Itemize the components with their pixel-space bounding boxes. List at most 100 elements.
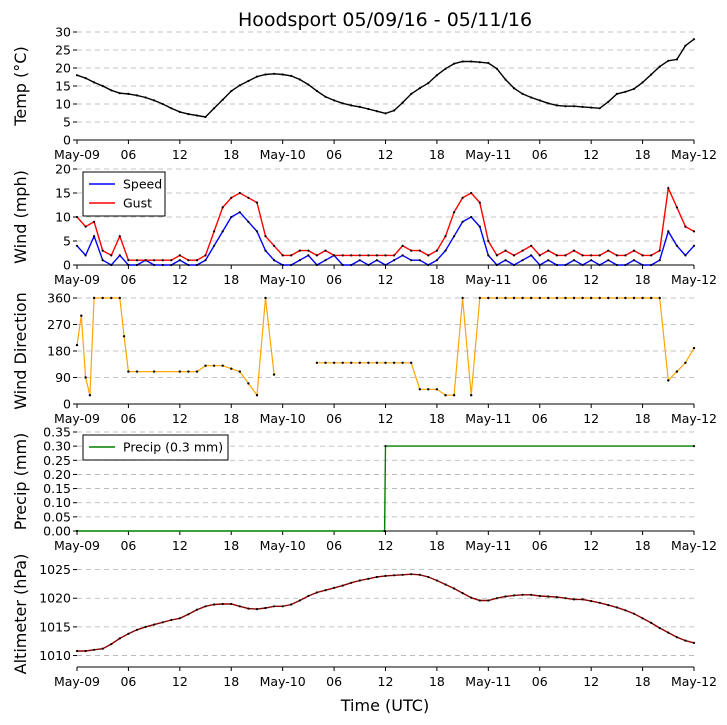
data-point — [127, 632, 130, 635]
data-point — [93, 235, 96, 238]
data-point — [590, 106, 593, 109]
x-tick-label: 18 — [223, 674, 239, 689]
data-point — [487, 61, 490, 65]
data-point — [88, 394, 92, 397]
data-point — [324, 361, 327, 364]
data-point — [187, 370, 190, 373]
data-point — [453, 211, 456, 214]
data-point — [555, 596, 559, 599]
data-point — [590, 254, 593, 257]
data-point — [101, 296, 104, 300]
data-point — [624, 90, 627, 93]
data-point — [521, 92, 524, 95]
y-axis-title: Precip (mm) — [11, 433, 30, 531]
data-point — [393, 574, 396, 577]
data-point — [444, 249, 447, 252]
data-point — [555, 263, 559, 267]
x-tick-label: 18 — [429, 538, 445, 553]
data-point — [187, 263, 190, 267]
data-point — [230, 196, 233, 199]
data-point — [93, 648, 96, 651]
y-tick-label: 0.15 — [43, 481, 71, 496]
data-point — [264, 235, 267, 238]
x-tick-label: 06 — [532, 272, 548, 287]
data-point — [538, 594, 541, 598]
data-point — [598, 254, 601, 257]
data-point — [487, 254, 490, 257]
data-point — [281, 605, 284, 608]
data-point — [315, 254, 318, 257]
data-point — [624, 296, 627, 300]
data-point — [495, 263, 498, 267]
y-tick-label: 0.30 — [43, 439, 71, 454]
data-point — [375, 259, 378, 262]
x-tick-label: 06 — [326, 411, 342, 426]
x-tick-label: 12 — [172, 147, 188, 162]
data-point — [358, 254, 361, 257]
data-point — [92, 296, 96, 300]
x-tick-label: May-12 — [671, 674, 717, 689]
data-point — [435, 74, 438, 77]
x-tick-label: 12 — [583, 538, 599, 553]
data-point — [281, 73, 284, 76]
data-point — [135, 259, 139, 262]
x-tick-label: May-11 — [465, 538, 511, 553]
x-tick-label: 18 — [429, 147, 445, 162]
data-point — [118, 637, 121, 640]
legend-entry: Speed — [123, 177, 162, 192]
y-tick-label: 10 — [55, 210, 71, 225]
data-point — [607, 100, 610, 103]
data-point — [461, 196, 464, 199]
data-point — [572, 259, 576, 262]
data-point — [75, 529, 79, 533]
y-tick-label: 0.05 — [43, 509, 71, 524]
legend-box — [82, 171, 166, 217]
data-point — [127, 259, 130, 262]
data-point — [650, 296, 653, 300]
y-tick-label: 0.35 — [43, 425, 71, 440]
x-tick-label: 06 — [532, 674, 548, 689]
data-point — [367, 107, 370, 111]
data-point — [341, 584, 344, 587]
data-point — [367, 263, 370, 267]
data-point — [581, 296, 584, 300]
x-tick-label: 06 — [326, 538, 342, 553]
x-tick-label: 18 — [635, 147, 651, 162]
x-tick-label: May-12 — [671, 147, 717, 162]
y-tick-label: 0.25 — [43, 453, 71, 468]
data-point — [427, 82, 430, 85]
data-point — [350, 263, 353, 267]
panel-wind_direction: 0 90 180 270 360 May-09 06 12 18 May-10 06 12 18 May-… — [11, 291, 717, 427]
x-tick-label: 18 — [429, 411, 445, 426]
data-point — [187, 613, 190, 616]
x-tick-label: 06 — [326, 674, 342, 689]
data-point — [195, 114, 199, 117]
data-point — [632, 612, 636, 615]
data-point — [195, 608, 199, 611]
x-tick-label: 12 — [172, 411, 188, 426]
y-tick-label: 30 — [55, 25, 71, 40]
data-point — [255, 230, 259, 233]
data-point — [512, 87, 516, 90]
data-point — [470, 394, 473, 397]
data-point — [444, 394, 447, 397]
data-point — [298, 78, 301, 81]
data-point — [607, 604, 610, 607]
data-point — [384, 445, 387, 448]
data-point — [667, 379, 670, 382]
data-point — [530, 296, 533, 300]
data-point — [195, 370, 199, 373]
x-tick-label: May-09 — [54, 272, 100, 287]
x-tick-label: May-09 — [54, 674, 100, 689]
data-point — [101, 647, 104, 650]
data-point — [495, 597, 498, 600]
data-point — [401, 101, 404, 104]
y-axis-title: Altimeter (hPa) — [11, 554, 30, 675]
x-tick-label: May-09 — [54, 538, 100, 553]
panel-altimeter: 1010 1015 1020 1025 May-09 06 12 18 May-10 06 12 18… — [11, 554, 717, 689]
data-point — [590, 296, 593, 300]
data-point — [598, 601, 601, 604]
data-point — [161, 263, 164, 267]
data-point — [547, 249, 550, 252]
